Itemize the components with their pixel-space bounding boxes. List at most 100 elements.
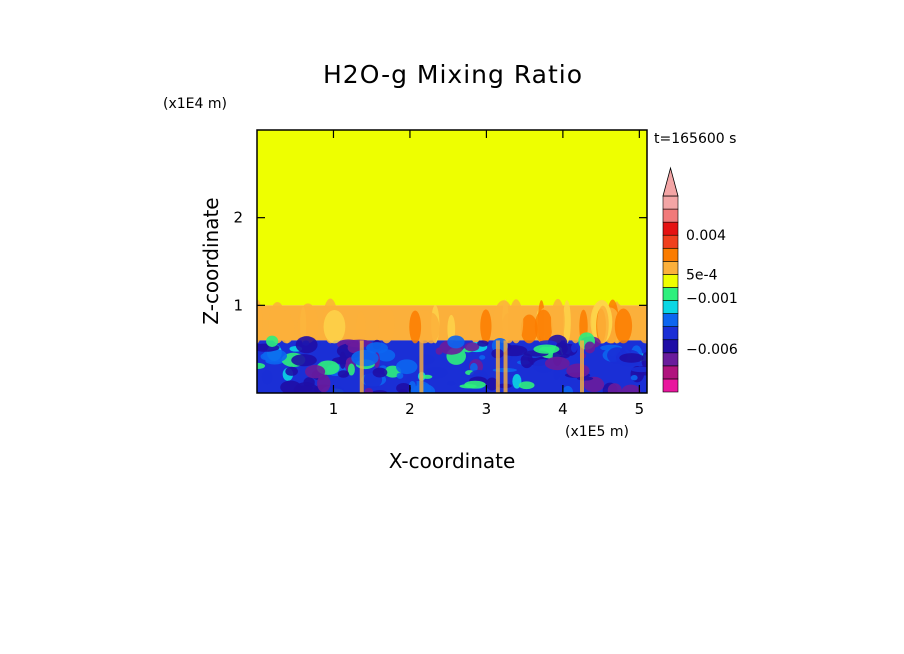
eddy-133 (553, 368, 560, 380)
colorbar-extend-triangle (662, 166, 679, 197)
colorbar-label-2: −0.001 (686, 291, 738, 307)
eddy-91 (266, 335, 279, 347)
colorbar: 0.004 5e-4 −0.001 −0.006 (662, 166, 738, 393)
colorbar-segment-1 (662, 365, 679, 380)
plume-44 (550, 298, 565, 344)
plot-frame (256, 129, 648, 394)
eddy-123 (339, 351, 347, 369)
eddy-135 (446, 381, 456, 386)
eddy-117 (372, 367, 388, 378)
eddy-73 (366, 342, 388, 354)
colorbar-segment-3 (662, 339, 679, 354)
eddy-137 (533, 344, 560, 354)
plume-32 (356, 311, 366, 344)
x-tick-label-3: 4 (558, 400, 568, 418)
field-region-0 (257, 130, 647, 306)
plume-33 (268, 301, 287, 344)
eddy-52 (347, 342, 361, 354)
colorbar-segment-10 (662, 247, 679, 262)
eddy-122 (422, 374, 433, 379)
colorbar-segment-6 (662, 300, 679, 314)
eddy-71 (291, 354, 317, 367)
plume-22 (637, 311, 647, 344)
eddy-116 (285, 366, 298, 376)
eddy-138 (398, 389, 407, 393)
colorbar-segment-13 (662, 208, 679, 223)
colorbar-segment-7 (662, 287, 679, 301)
plume-14 (409, 310, 422, 344)
plume-19 (480, 309, 492, 344)
eddy-113 (462, 389, 489, 393)
eddy-139 (479, 355, 486, 360)
eddy-11 (486, 377, 499, 391)
plume-41 (323, 310, 346, 344)
eddy-134 (257, 362, 266, 370)
eddy-84 (416, 354, 435, 365)
eddy-108 (464, 342, 480, 352)
updraft-4 (580, 340, 584, 393)
plume-3 (569, 311, 582, 344)
eddy-130 (305, 364, 326, 379)
eddy-128 (295, 336, 318, 354)
plume-43 (501, 313, 516, 344)
colorbar-segment-11 (662, 234, 679, 249)
y-axis-label: Z-coordinate (199, 197, 223, 324)
eddy-125 (477, 340, 489, 347)
colorbar-label-1: 5e-4 (686, 267, 718, 283)
eddy-105 (337, 370, 350, 378)
plume-39 (597, 305, 609, 344)
x-tick-label-0: 1 (329, 400, 339, 418)
plume-20 (563, 300, 571, 344)
colorbar-segment-5 (662, 313, 679, 327)
colorbar-segment-8 (662, 274, 679, 288)
plume-18 (614, 308, 633, 344)
contour-field (257, 130, 647, 393)
plume-11 (469, 306, 483, 344)
y-tick-label-0: 1 (233, 296, 243, 314)
eddy-61 (395, 359, 418, 375)
updraft-2 (495, 340, 500, 393)
eddy-132 (619, 353, 644, 363)
plume-15 (378, 306, 395, 344)
eddy-51 (412, 383, 436, 393)
plume-35 (297, 303, 319, 344)
y-tick-label-1: 2 (233, 209, 243, 227)
eddy-1 (261, 370, 273, 385)
x-tick-label-4: 5 (635, 400, 645, 418)
eddy-121 (464, 380, 486, 389)
eddy-56 (583, 376, 605, 393)
updraft-3 (503, 340, 508, 393)
eddy-50 (562, 385, 573, 393)
colorbar-segment-0 (662, 378, 679, 393)
eddy-4 (621, 384, 641, 393)
plume-4 (520, 314, 538, 344)
eddy-136 (544, 356, 570, 371)
chart-title: H2O-g Mixing Ratio (323, 60, 583, 89)
x-tick-label-1: 2 (405, 400, 415, 418)
colorbar-segment-12 (662, 221, 679, 236)
eddy-131 (571, 343, 578, 353)
updraft-1 (419, 340, 424, 393)
eddy-87 (364, 387, 373, 393)
eddy-81 (347, 363, 355, 376)
y-axis-ticks: 12 (233, 209, 647, 314)
eddy-129 (518, 381, 535, 390)
eddy-72 (630, 374, 638, 381)
eddy-77 (262, 349, 288, 363)
colorbar-segment-2 (662, 352, 679, 367)
x-axis-label: X-coordinate (389, 449, 516, 473)
eddy-124 (280, 380, 302, 393)
eddy-115 (607, 383, 622, 393)
eddy-36 (566, 363, 590, 378)
colorbar-segment-14 (662, 195, 679, 210)
x-unit-label: (x1E5 m) (565, 424, 629, 440)
plume-0 (257, 299, 263, 344)
x-tick-label-2: 3 (482, 400, 492, 418)
colorbar-segment-9 (662, 261, 679, 275)
colorbar-segment-4 (662, 326, 679, 341)
eddy-120 (351, 349, 379, 367)
colorbar-label-0: 0.004 (686, 228, 726, 244)
y-unit-label: (x1E4 m) (163, 96, 227, 112)
eddy-59 (584, 341, 596, 354)
